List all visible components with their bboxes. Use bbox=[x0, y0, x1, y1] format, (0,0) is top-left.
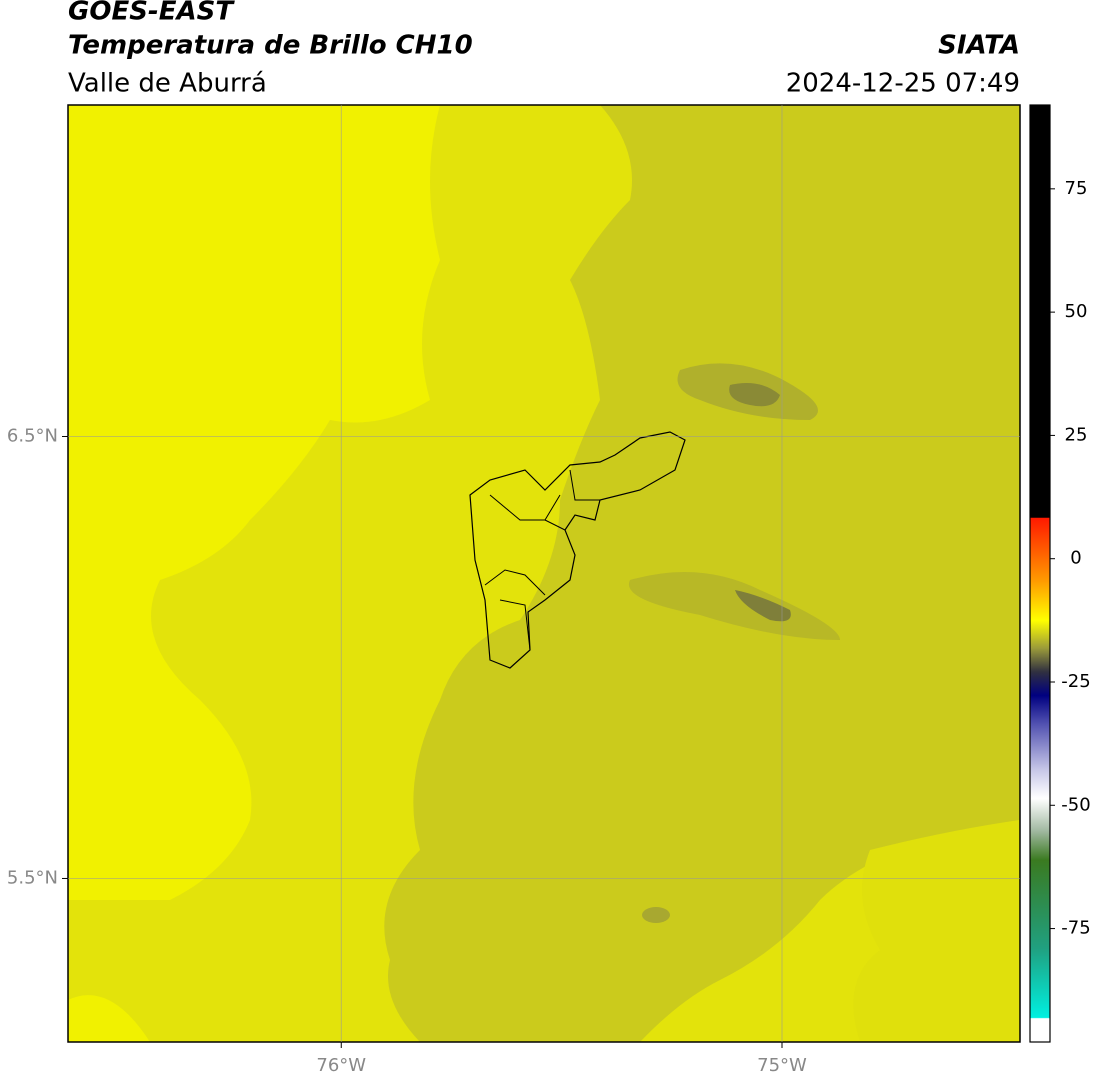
colorbar bbox=[1029, 104, 1051, 1043]
lat-label: 6.5°N bbox=[7, 425, 58, 446]
lon-label: 75°W bbox=[757, 1055, 807, 1076]
source: SIATA bbox=[938, 31, 1020, 61]
colorbar-label: -75 bbox=[1061, 918, 1090, 939]
title: GOES-EAST bbox=[68, 0, 235, 27]
lat-label: 5.5°N bbox=[7, 867, 58, 888]
colorbar-label: 25 bbox=[1065, 424, 1088, 445]
map-frame bbox=[67, 104, 1021, 1043]
datetime: 2024-12-25 07:49 bbox=[786, 69, 1020, 99]
subtitle: Temperatura de Brillo CH10 bbox=[68, 31, 473, 61]
colorbar-label: 75 bbox=[1065, 178, 1088, 199]
colorbar-label: 0 bbox=[1070, 548, 1081, 569]
region: Valle de Aburrá bbox=[68, 69, 267, 99]
lon-label: 76°W bbox=[316, 1055, 366, 1076]
map-field bbox=[68, 105, 1020, 1042]
colorbar-label: -25 bbox=[1061, 671, 1090, 692]
colorbar-label: 50 bbox=[1065, 301, 1088, 322]
colorbar-label: -50 bbox=[1061, 794, 1090, 815]
